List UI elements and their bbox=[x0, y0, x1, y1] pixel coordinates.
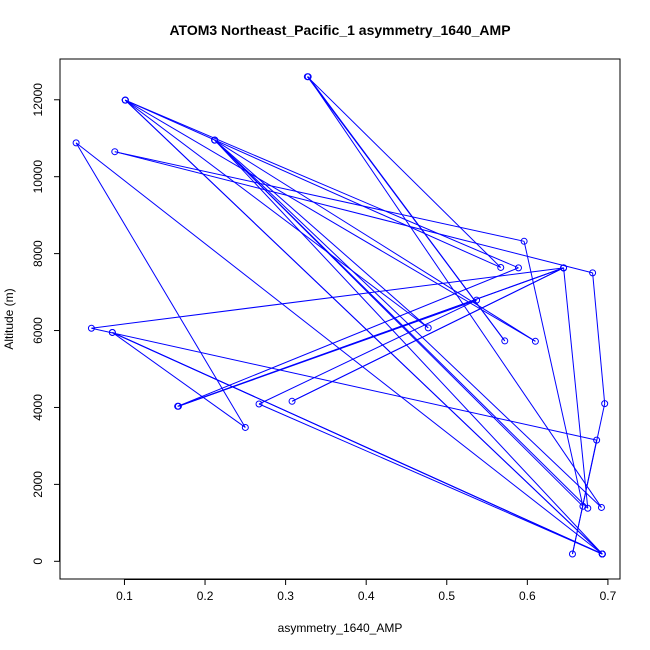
series-line-segment bbox=[571, 403, 606, 555]
series-line-segment bbox=[258, 299, 477, 405]
series-line-segment bbox=[125, 99, 536, 342]
x-tick-label: 0.7 bbox=[600, 589, 617, 603]
series-line-segment bbox=[125, 99, 519, 269]
series-line-segment bbox=[291, 267, 564, 402]
data-point bbox=[241, 423, 249, 431]
y-axis: 0 2000 4000 6000 8000 10000 12000 bbox=[31, 83, 60, 565]
series-line-segment bbox=[307, 76, 502, 268]
data-point bbox=[174, 402, 182, 410]
series-line-segment bbox=[124, 99, 429, 329]
series-line-segment bbox=[124, 99, 603, 555]
series-line-segment bbox=[523, 241, 584, 507]
data-point bbox=[108, 328, 116, 336]
data-point bbox=[601, 400, 609, 408]
data-point bbox=[593, 436, 601, 444]
data-point bbox=[121, 96, 129, 104]
series-line-segment bbox=[91, 327, 597, 441]
data-point bbox=[211, 136, 219, 144]
series-line-segment bbox=[125, 99, 501, 268]
data-point bbox=[568, 550, 576, 558]
data-point bbox=[501, 337, 509, 345]
data-point bbox=[584, 504, 592, 512]
data-point bbox=[589, 269, 597, 277]
data-point bbox=[597, 503, 605, 511]
data-point bbox=[497, 263, 505, 271]
data-point bbox=[473, 296, 481, 304]
y-tick-label: 2000 bbox=[31, 471, 45, 498]
x-tick-label: 0.4 bbox=[358, 589, 375, 603]
data-point bbox=[531, 337, 539, 345]
series-line-segment bbox=[112, 332, 603, 555]
series-line-segment bbox=[258, 403, 603, 555]
series-line-segment bbox=[307, 76, 602, 508]
y-tick-label: 4000 bbox=[31, 394, 45, 421]
series-line-segment bbox=[178, 267, 564, 407]
y-axis-label: Altitude (m) bbox=[2, 288, 16, 349]
series-line-segment bbox=[177, 267, 519, 407]
y-tick-label: 12000 bbox=[31, 83, 45, 117]
y-tick-label: 6000 bbox=[31, 317, 45, 344]
x-tick-label: 0.6 bbox=[519, 589, 536, 603]
y-tick-label: 8000 bbox=[31, 240, 45, 267]
data-point bbox=[111, 148, 119, 156]
x-axis: 0.1 0.2 0.3 0.4 0.5 0.6 0.7 bbox=[116, 579, 617, 603]
x-axis-label: asymmetry_1640_AMP bbox=[278, 621, 403, 635]
x-tick-label: 0.3 bbox=[277, 589, 294, 603]
series-line-segment bbox=[214, 139, 429, 329]
data-point bbox=[255, 400, 263, 408]
chart-title: ATOM3 Northeast_Pacific_1 asymmetry_1640… bbox=[169, 22, 510, 38]
series-line-segment bbox=[112, 332, 246, 428]
x-tick-label: 0.1 bbox=[116, 589, 133, 603]
series-line-segment bbox=[306, 76, 506, 342]
data-point bbox=[598, 550, 606, 558]
y-tick-label: 10000 bbox=[31, 160, 45, 194]
data-point bbox=[424, 324, 432, 332]
data-point bbox=[514, 264, 522, 272]
x-tick-label: 0.2 bbox=[197, 589, 214, 603]
series-line-segment bbox=[214, 139, 603, 555]
data-point bbox=[72, 139, 80, 147]
series-line-segment bbox=[592, 272, 606, 404]
x-tick-label: 0.5 bbox=[438, 589, 455, 603]
series-line-segment bbox=[214, 139, 589, 509]
series-line-segment bbox=[563, 267, 589, 509]
y-tick-label: 0 bbox=[31, 558, 45, 565]
data-point bbox=[87, 324, 95, 332]
data-point bbox=[520, 237, 528, 245]
series-line-segment bbox=[114, 151, 593, 274]
series-line-segment bbox=[114, 151, 525, 242]
data-point bbox=[303, 73, 311, 81]
series-line-segment bbox=[91, 267, 564, 329]
data-point bbox=[560, 264, 568, 272]
data-point bbox=[288, 397, 296, 405]
series-group bbox=[72, 73, 609, 558]
